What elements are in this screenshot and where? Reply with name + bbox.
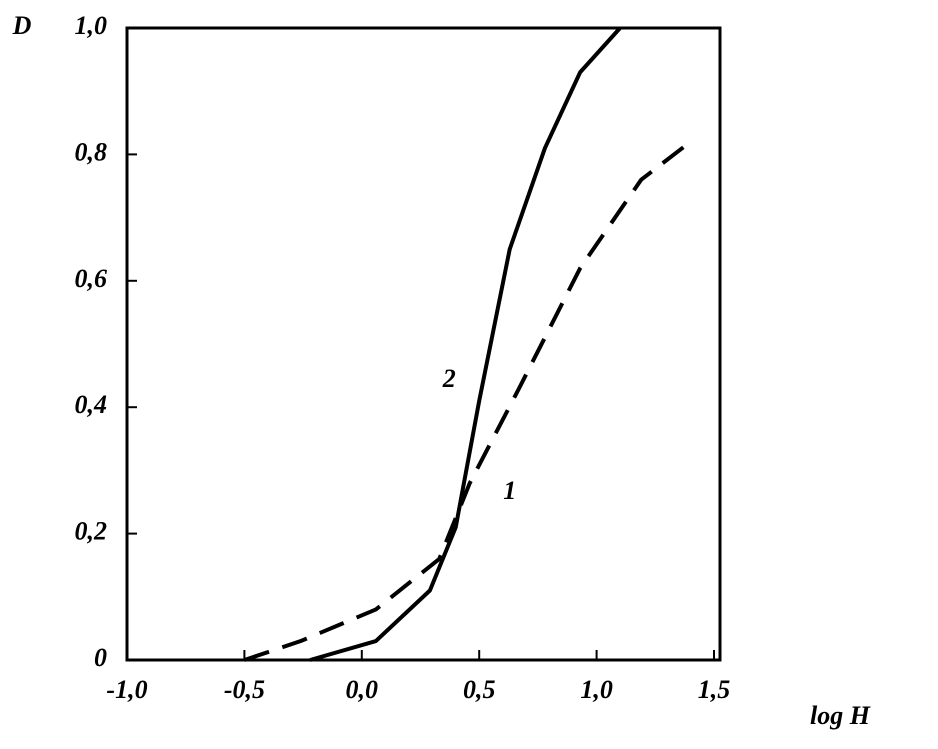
y-tick-label: 0 <box>94 643 107 672</box>
curve <box>243 140 692 662</box>
x-tick-label: -0,5 <box>224 675 265 704</box>
curve-label: 1 <box>503 476 516 505</box>
curve-label: 2 <box>442 364 456 393</box>
y-tick-label: 0,8 <box>75 137 108 166</box>
x-tick-label: 0,0 <box>346 675 379 704</box>
x-tick-label: 0,5 <box>463 675 496 704</box>
curve <box>309 26 622 662</box>
y-axis-label: D <box>12 11 32 40</box>
y-tick-label: 0,2 <box>75 517 108 546</box>
y-tick-label: 0,6 <box>75 264 108 293</box>
x-tick-label: 1,0 <box>580 675 613 704</box>
x-tick-label: -1,0 <box>106 675 147 704</box>
y-tick-label: 1,0 <box>75 11 108 40</box>
x-tick-label: 1,5 <box>698 675 731 704</box>
y-tick-label: 0,4 <box>75 390 108 419</box>
x-axis-label: log H <box>810 701 871 730</box>
plot-frame <box>125 26 722 662</box>
